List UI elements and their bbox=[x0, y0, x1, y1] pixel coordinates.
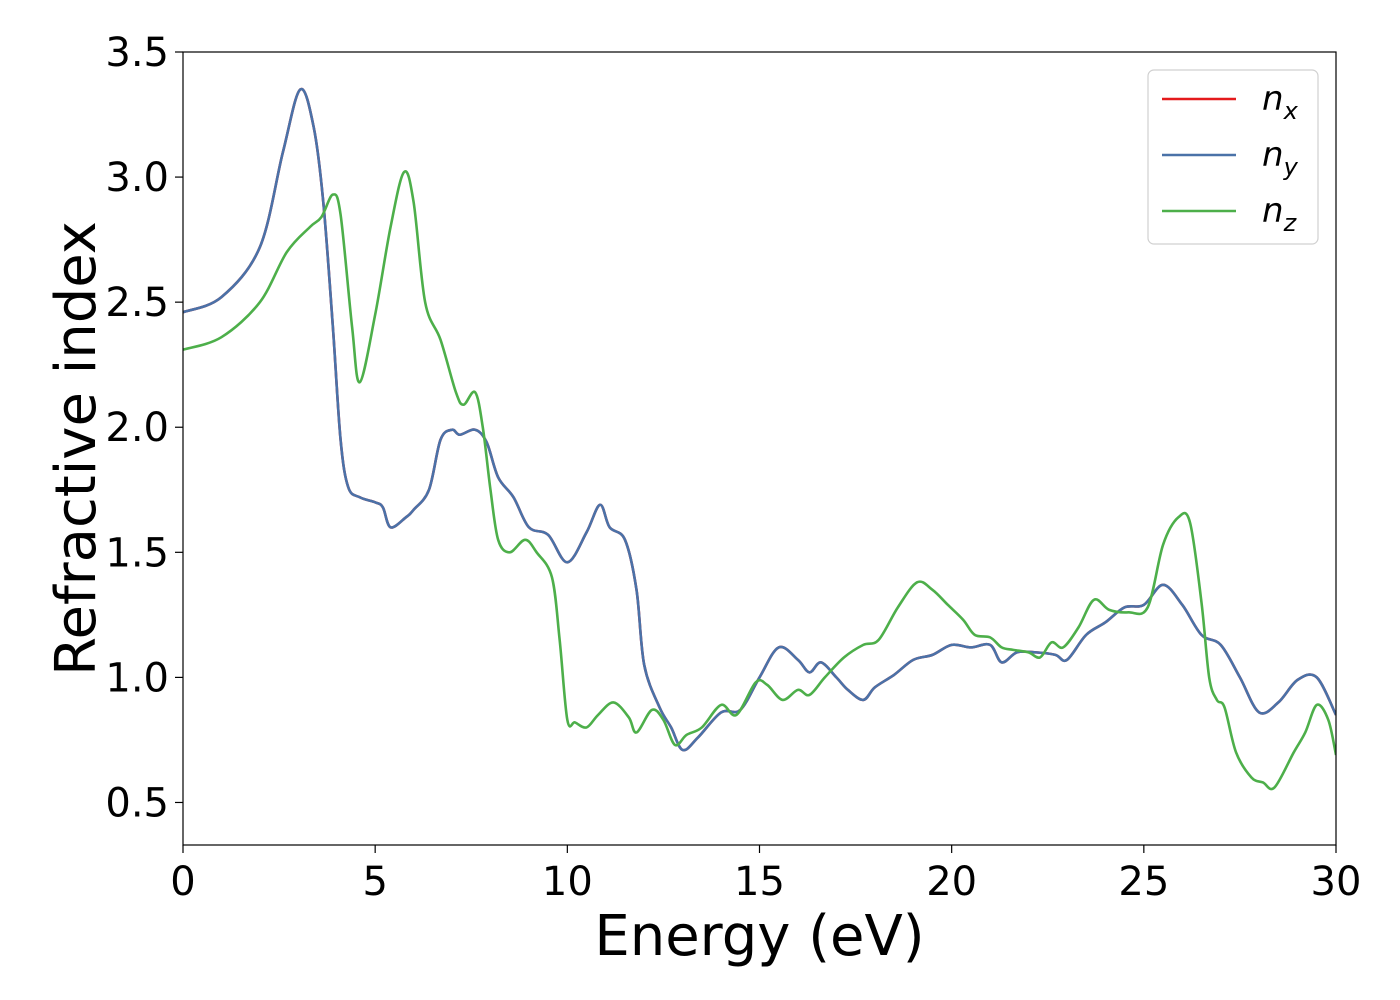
y-axis-title: Refractive index bbox=[44, 221, 109, 676]
x-tick-label: 20 bbox=[926, 859, 977, 905]
series-line-nz bbox=[183, 169, 1336, 791]
legend: nx ny nz bbox=[1147, 69, 1319, 245]
y-tick-label: 1.5 bbox=[105, 530, 169, 576]
y-tick-label: 0.5 bbox=[105, 780, 169, 826]
series-line-ny bbox=[183, 87, 1336, 752]
y-tick-label: 3.0 bbox=[105, 155, 169, 201]
x-tick-label: 30 bbox=[1311, 859, 1362, 905]
x-axis-ticks: 0 5 10 15 20 25 30 bbox=[170, 845, 1361, 905]
x-tick-label: 25 bbox=[1118, 859, 1169, 905]
legend-label-nx: nx bbox=[1262, 79, 1299, 125]
legend-label-nz: nz bbox=[1262, 191, 1298, 237]
legend-box bbox=[1147, 69, 1319, 245]
x-tick-label: 0 bbox=[170, 859, 195, 905]
y-tick-label: 2.5 bbox=[105, 280, 169, 326]
y-tick-label: 3.5 bbox=[105, 30, 169, 76]
x-tick-label: 10 bbox=[542, 859, 593, 905]
series-layer bbox=[183, 87, 1336, 791]
legend-label-ny: ny bbox=[1262, 135, 1299, 181]
y-tick-label: 2.0 bbox=[105, 405, 169, 451]
x-axis-title: Energy (eV) bbox=[594, 904, 924, 969]
x-tick-label: 5 bbox=[362, 859, 387, 905]
x-tick-label: 15 bbox=[734, 859, 785, 905]
y-axis-ticks: 0.5 1.0 1.5 2.0 2.5 3.0 3.5 bbox=[105, 30, 183, 826]
y-tick-label: 1.0 bbox=[105, 655, 169, 701]
